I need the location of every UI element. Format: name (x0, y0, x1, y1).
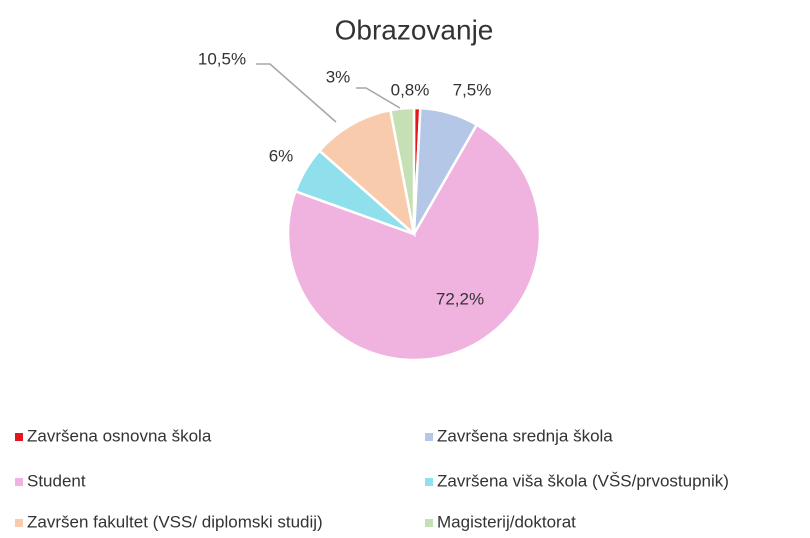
legend-swatch (425, 478, 433, 486)
legend-label: Student (27, 471, 86, 490)
leader-line (256, 63, 337, 123)
data-label: 7,5% (453, 80, 492, 99)
legend-label: Završena viša škola (VŠS/prvostupnik) (437, 471, 729, 490)
data-label: 3% (326, 67, 351, 86)
legend-swatch (15, 519, 23, 527)
leader-line (356, 87, 401, 109)
pie-slice (388, 106, 416, 235)
legend-swatch (15, 478, 23, 486)
legend-label: Magisterij/doktorat (437, 512, 576, 531)
data-label: 72,2% (436, 289, 484, 308)
legend-label: Završen fakultet (VSS/ diplomski studij) (27, 512, 323, 531)
legend-swatch (425, 433, 433, 441)
legend-swatch (425, 519, 433, 527)
pie-slice (317, 108, 416, 238)
data-label: 6% (269, 146, 294, 165)
data-label: 10,5% (198, 49, 246, 68)
legend-swatch (15, 433, 23, 441)
data-label: 0,8% (391, 80, 430, 99)
legend-label: Završena srednja škola (437, 426, 613, 445)
chart-title: Obrazovanje (335, 14, 494, 45)
pie-slice (286, 123, 542, 362)
legend-label: Završena osnovna škola (27, 426, 212, 445)
